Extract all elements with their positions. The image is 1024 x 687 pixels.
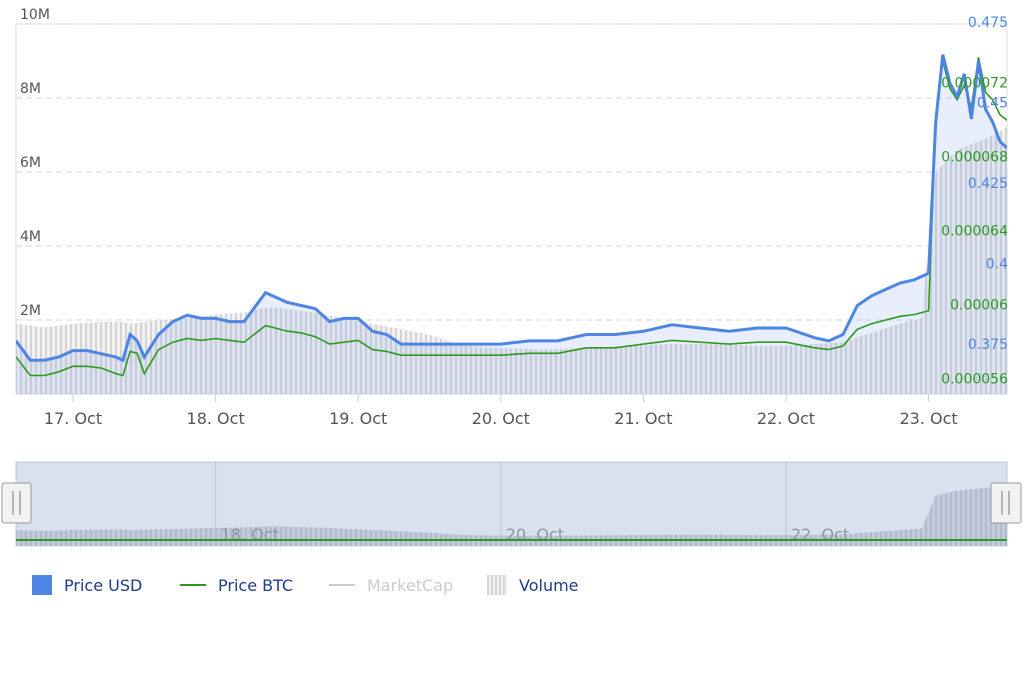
legend-label-price-usd: Price USD [64,575,143,595]
x-axis-tick-label: 18. Oct [187,409,245,428]
legend-item-price-btc[interactable]: Price BTC [180,570,293,600]
x-axis-tick-label: 17. Oct [44,409,102,428]
price-usd-area [16,54,1007,394]
navigator-selection[interactable] [16,462,1007,546]
left-axis-tick-label: 8M [20,81,41,97]
legend-item-price-usd[interactable]: Price USD [32,570,142,600]
price-usd-tick-label: 0.475 [968,15,1008,31]
legend-swatch-price-btc [180,584,206,586]
price-btc-tick-label: 0.000072 [941,75,1008,91]
price-btc-axis: 0.000056 0.00006 0.000064 0.000068 0.000072 [941,75,1008,387]
navigator-handle-right[interactable] [990,482,1022,524]
legend-label-marketcap: MarketCap [367,575,454,595]
price-usd-tick-label: 0.4 [986,256,1008,272]
price-btc-tick-label: 0.000068 [941,149,1008,165]
left-axis-tick-label: 10M [20,7,50,23]
left-axis-tick-label: 4M [20,229,41,245]
navigator-volume-area [16,485,1007,546]
price-usd-tick-label: 0.45 [977,95,1008,111]
x-axis-tick-label: 19. Oct [329,409,387,428]
price-btc-tick-label: 0.000064 [941,223,1008,239]
legend-label-volume: Volume [519,575,579,595]
x-axis-tick-label: 22. Oct [757,409,815,428]
price-btc-tick-label: 0.00006 [950,297,1008,313]
left-axis-tick-label: 6M [20,155,41,171]
navigator-handle-left[interactable] [1,482,32,524]
x-axis-tick-label: 20. Oct [472,409,530,428]
x-axis: 17. Oct 18. Oct 19. Oct 20. Oct 21. Oct 22. O… [44,394,958,428]
legend-swatch-volume [487,575,507,595]
price-usd-line [16,54,1007,363]
legend-swatch-marketcap [329,584,355,586]
legend-item-marketcap[interactable]: MarketCap [329,570,453,600]
legend-swatch-price-usd [32,575,52,595]
legend-label-price-btc: Price BTC [218,575,294,595]
left-axis: 2M 4M 6M 8M 10M [20,7,50,319]
x-axis-tick-label: 21. Oct [614,409,672,428]
left-axis-tick-label: 2M [20,303,41,319]
price-usd-tick-label: 0.375 [968,337,1008,353]
series-layer [16,54,1007,394]
price-usd-axis: 0.375 0.4 0.425 0.45 0.475 [968,15,1008,353]
price-usd-tick-label: 0.425 [968,176,1008,192]
price-btc-tick-label: 0.000056 [941,371,1008,387]
x-axis-tick-label: 23. Oct [899,409,957,428]
legend-item-volume[interactable]: Volume [487,570,579,600]
